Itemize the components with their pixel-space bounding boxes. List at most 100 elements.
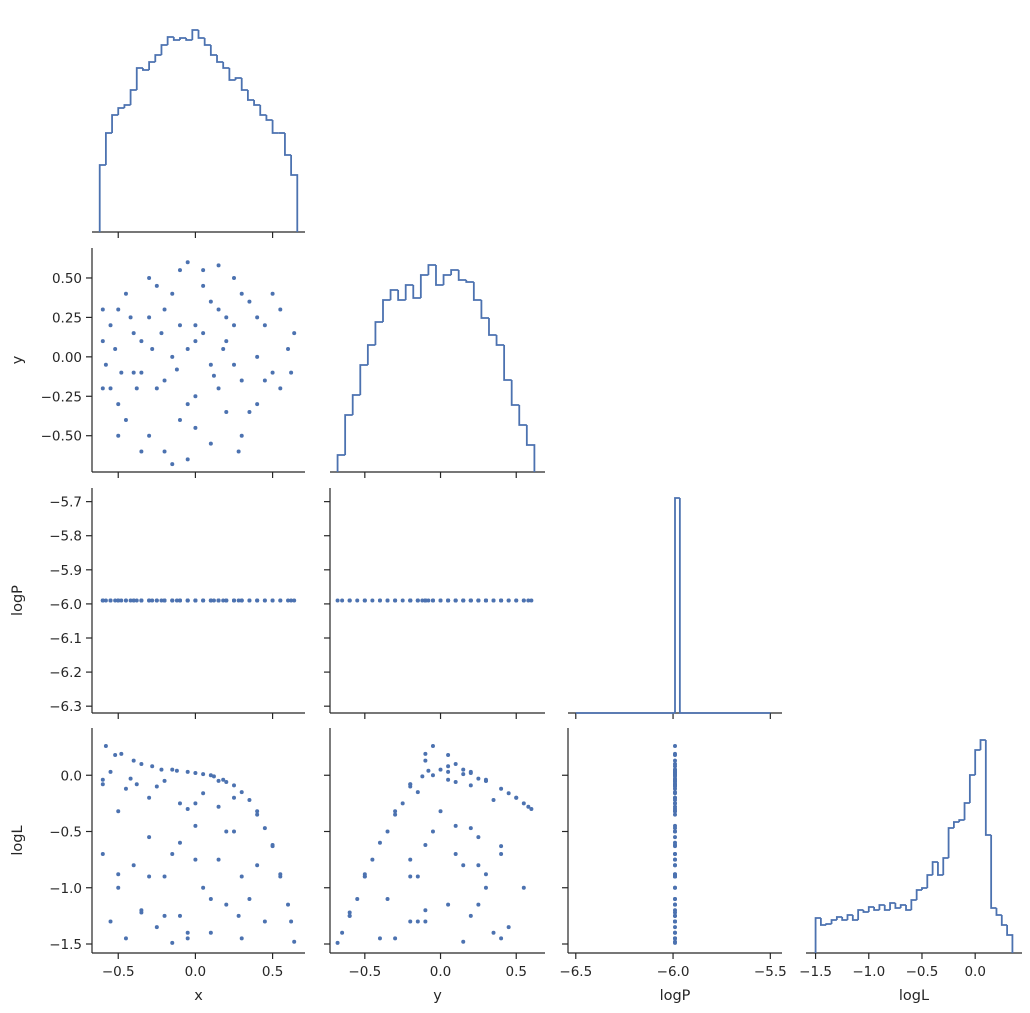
hist-bin: [135, 67, 143, 90]
scatter-point: [232, 829, 236, 834]
scatter-point: [340, 598, 345, 603]
hist-bin: [510, 380, 520, 406]
hist-bin: [968, 774, 976, 803]
hist-bin: [819, 918, 827, 926]
hist-bin: [397, 290, 406, 301]
scatter-point: [154, 925, 159, 930]
scatter-point: [232, 323, 236, 328]
scatter-point: [514, 795, 519, 800]
scatter-point: [347, 913, 352, 918]
scatter-point: [673, 812, 677, 817]
scatter-point: [147, 433, 152, 438]
x-axis-label: logP: [660, 988, 691, 1004]
scatter-point: [286, 902, 291, 907]
scatter-point: [239, 378, 244, 383]
hist-bin: [284, 133, 292, 156]
hist-bin: [450, 269, 459, 275]
scatter-point: [400, 598, 405, 603]
scatter-point: [103, 598, 108, 603]
scatter-point: [270, 844, 275, 849]
x-axis-label: y: [433, 988, 442, 1004]
scatter-point: [154, 386, 159, 391]
scatter-point: [147, 315, 152, 320]
y-tick-label: −6.2: [49, 665, 82, 681]
hist-bin: [953, 821, 960, 828]
scatter-point: [673, 885, 677, 890]
scatter-point: [131, 863, 136, 868]
hist-bin: [129, 89, 137, 105]
scatter-point: [430, 829, 435, 834]
scatter-point: [335, 598, 340, 603]
hist-bin: [98, 164, 106, 232]
scatter-point: [289, 919, 294, 924]
scatter-point: [116, 307, 121, 312]
scatter-point: [239, 291, 244, 296]
y-tick-label: −0.25: [41, 389, 82, 405]
scatter-point: [673, 790, 677, 795]
scatter-point: [170, 598, 175, 603]
x-tick-label: 0.0: [430, 964, 451, 980]
scatter-point: [131, 370, 136, 375]
scatter-point: [438, 767, 443, 772]
scatter-point: [526, 804, 531, 809]
y-tick-label: 0.00: [52, 350, 82, 366]
scatter-point: [423, 843, 428, 847]
scatter-point: [247, 798, 252, 802]
hist-bin: [419, 274, 429, 298]
scatter-point: [139, 598, 144, 603]
scatter-point: [185, 769, 190, 774]
scatter-point: [208, 441, 213, 446]
scatter-point: [147, 275, 152, 280]
x-tick-label: 0.0: [185, 964, 206, 980]
hist-bin: [344, 414, 353, 455]
scatter-point: [673, 872, 677, 877]
x-tick-label: −0.5: [102, 964, 135, 980]
scatter-point: [461, 939, 466, 944]
scatter-point: [362, 598, 367, 603]
y-tick-label: 0.0: [61, 768, 82, 784]
scatter-point: [461, 772, 466, 777]
scatter-point: [224, 598, 229, 603]
hist-bin: [937, 862, 944, 876]
scatter-point: [134, 386, 139, 391]
scatter-point: [236, 913, 241, 918]
scatter-point: [100, 777, 105, 782]
scatter-point: [131, 598, 136, 603]
scatter-point: [216, 778, 221, 783]
scatter-point: [438, 598, 443, 603]
scatter-point: [185, 936, 190, 941]
scatter-point: [377, 598, 382, 603]
x-tick-label: 0.5: [505, 964, 526, 980]
hist-bin: [518, 405, 527, 426]
scatter-point: [211, 774, 216, 779]
hist-bin: [995, 908, 1002, 916]
scatter-point: [239, 874, 244, 879]
scatter-point: [506, 598, 511, 603]
scatter-point: [461, 767, 466, 772]
scatter-point: [278, 598, 283, 603]
scatter-point: [170, 767, 175, 772]
scatter-point: [177, 801, 182, 806]
scatter-point: [673, 852, 677, 856]
scatter-point: [673, 930, 677, 935]
scatter-point: [673, 798, 677, 802]
hist-bin: [197, 30, 205, 39]
scatter-point: [116, 872, 121, 877]
hist-bin: [240, 78, 248, 91]
scatter-point: [162, 378, 167, 383]
scatter-point: [673, 857, 677, 862]
scatter-point: [278, 386, 283, 391]
scatter-point: [499, 852, 504, 856]
scatter-point: [385, 897, 390, 901]
scatter-point: [193, 823, 198, 828]
scatter-point: [162, 913, 167, 918]
scatter-point: [289, 598, 294, 603]
scatter-point: [177, 840, 182, 845]
hist-bin: [926, 874, 933, 888]
scatter-point: [221, 598, 226, 603]
hist-bin: [366, 344, 376, 365]
scatter-point: [370, 598, 375, 603]
scatter-point: [103, 362, 108, 367]
scatter-point: [529, 598, 534, 603]
y-tick-label: −5.7: [49, 495, 82, 511]
